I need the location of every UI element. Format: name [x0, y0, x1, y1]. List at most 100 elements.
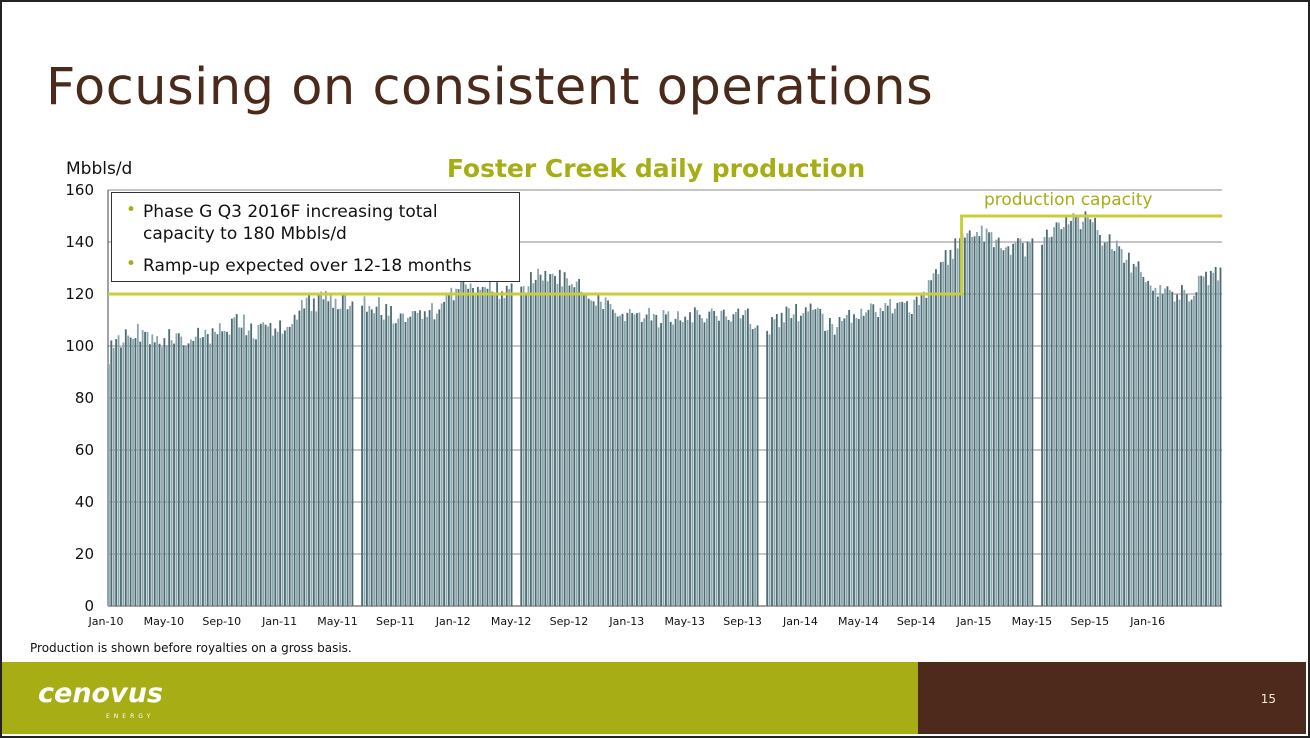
production-bar: [595, 305, 597, 606]
production-bar: [626, 312, 629, 606]
production-bar: [657, 327, 660, 606]
production-bar: [247, 330, 250, 606]
production-bar: [349, 305, 351, 606]
y-tick-label: 20: [75, 545, 94, 563]
production-bar: [544, 270, 547, 606]
production-bar: [288, 326, 291, 606]
x-tick-label: Sep-12: [550, 615, 589, 628]
production-bar: [609, 303, 612, 606]
production-bar: [997, 237, 1000, 606]
production-bar: [734, 311, 737, 606]
production-bar: [534, 279, 537, 606]
production-bar: [462, 279, 465, 606]
slide-title: Focusing on consistent operations: [46, 58, 934, 117]
production-bar: [1188, 301, 1191, 606]
production-bar: [539, 274, 542, 606]
production-bar: [587, 298, 590, 606]
production-bar: [402, 313, 404, 606]
production-bar: [279, 320, 282, 606]
production-bar: [624, 321, 626, 606]
production-bar: [1115, 240, 1118, 606]
production-bar: [438, 309, 441, 606]
production-bar: [240, 327, 243, 606]
production-bar: [322, 299, 325, 606]
production-bar: [1082, 221, 1084, 607]
callout-item-text: Phase G Q3 2016F increasing total capaci…: [143, 202, 438, 244]
logo-wordmark: cenovus: [38, 678, 163, 709]
production-bar: [467, 288, 470, 606]
production-bar: [1195, 292, 1198, 606]
footer-brown-panel: [918, 662, 1306, 734]
production-bar: [177, 333, 180, 606]
production-bar: [337, 309, 339, 606]
production-bar: [1094, 217, 1097, 606]
x-tick-label: Jan-13: [608, 615, 644, 628]
production-bar: [725, 316, 728, 606]
y-tick-label: 0: [84, 597, 94, 615]
production-bar: [375, 306, 378, 606]
production-bar: [501, 291, 503, 606]
production-bar: [1190, 299, 1193, 606]
production-bar: [317, 294, 320, 606]
production-bar: [271, 335, 274, 606]
production-bar: [370, 309, 373, 606]
production-bar: [1000, 248, 1002, 607]
production-bar: [1171, 291, 1174, 606]
production-bar: [768, 334, 771, 606]
production-bar: [628, 309, 631, 606]
production-bar: [443, 301, 445, 606]
production-bar: [751, 329, 754, 606]
production-bar: [452, 300, 455, 606]
production-bar: [165, 345, 168, 606]
production-bar: [537, 268, 540, 606]
production-bar: [1065, 217, 1068, 606]
production-bar: [392, 323, 395, 606]
production-bar: [889, 298, 892, 606]
production-bar: [894, 308, 896, 606]
production-bar: [780, 312, 783, 606]
production-bar: [185, 346, 187, 606]
production-bar: [139, 341, 142, 606]
production-bar: [496, 282, 499, 606]
production-bar: [303, 308, 306, 606]
x-tick-label: May-12: [491, 615, 532, 628]
y-tick-label: 60: [75, 441, 94, 459]
production-bar: [848, 309, 851, 606]
x-tick-label: Sep-10: [202, 615, 241, 628]
production-bar: [949, 249, 952, 606]
production-bar: [795, 303, 798, 606]
production-bar: [1164, 288, 1166, 606]
production-bar: [1132, 263, 1135, 606]
production-bar: [479, 289, 482, 606]
production-bar: [556, 283, 559, 606]
production-bar: [800, 315, 802, 606]
production-bar: [1202, 276, 1205, 606]
production-bar: [901, 301, 904, 606]
production-bar: [214, 331, 216, 606]
production-bar: [1045, 229, 1048, 606]
production-bar: [1130, 272, 1133, 606]
production-bar: [115, 339, 118, 606]
production-bar: [1084, 211, 1087, 606]
production-bar: [1181, 285, 1183, 606]
production-bar: [447, 294, 450, 606]
production-bar: [956, 248, 959, 606]
production-bar: [156, 336, 159, 606]
x-tick-label: Jan-10: [88, 615, 124, 628]
production-bar: [445, 294, 448, 606]
production-bar: [891, 313, 894, 606]
production-bar: [199, 337, 202, 606]
production-bar: [874, 312, 877, 606]
page-number: 15: [1260, 692, 1276, 706]
x-tick-label: Jan-11: [261, 615, 297, 628]
y-tick-label: 80: [75, 389, 94, 407]
production-bar: [173, 343, 175, 606]
production-bar: [1123, 262, 1125, 606]
production-bar: [532, 283, 535, 606]
x-tick-label: Sep-15: [1070, 615, 1109, 628]
callout-item: • Phase G Q3 2016F increasing total capac…: [126, 200, 509, 245]
x-tick-label: Sep-14: [897, 615, 936, 628]
production-bar: [812, 309, 814, 606]
production-bar: [691, 322, 694, 606]
